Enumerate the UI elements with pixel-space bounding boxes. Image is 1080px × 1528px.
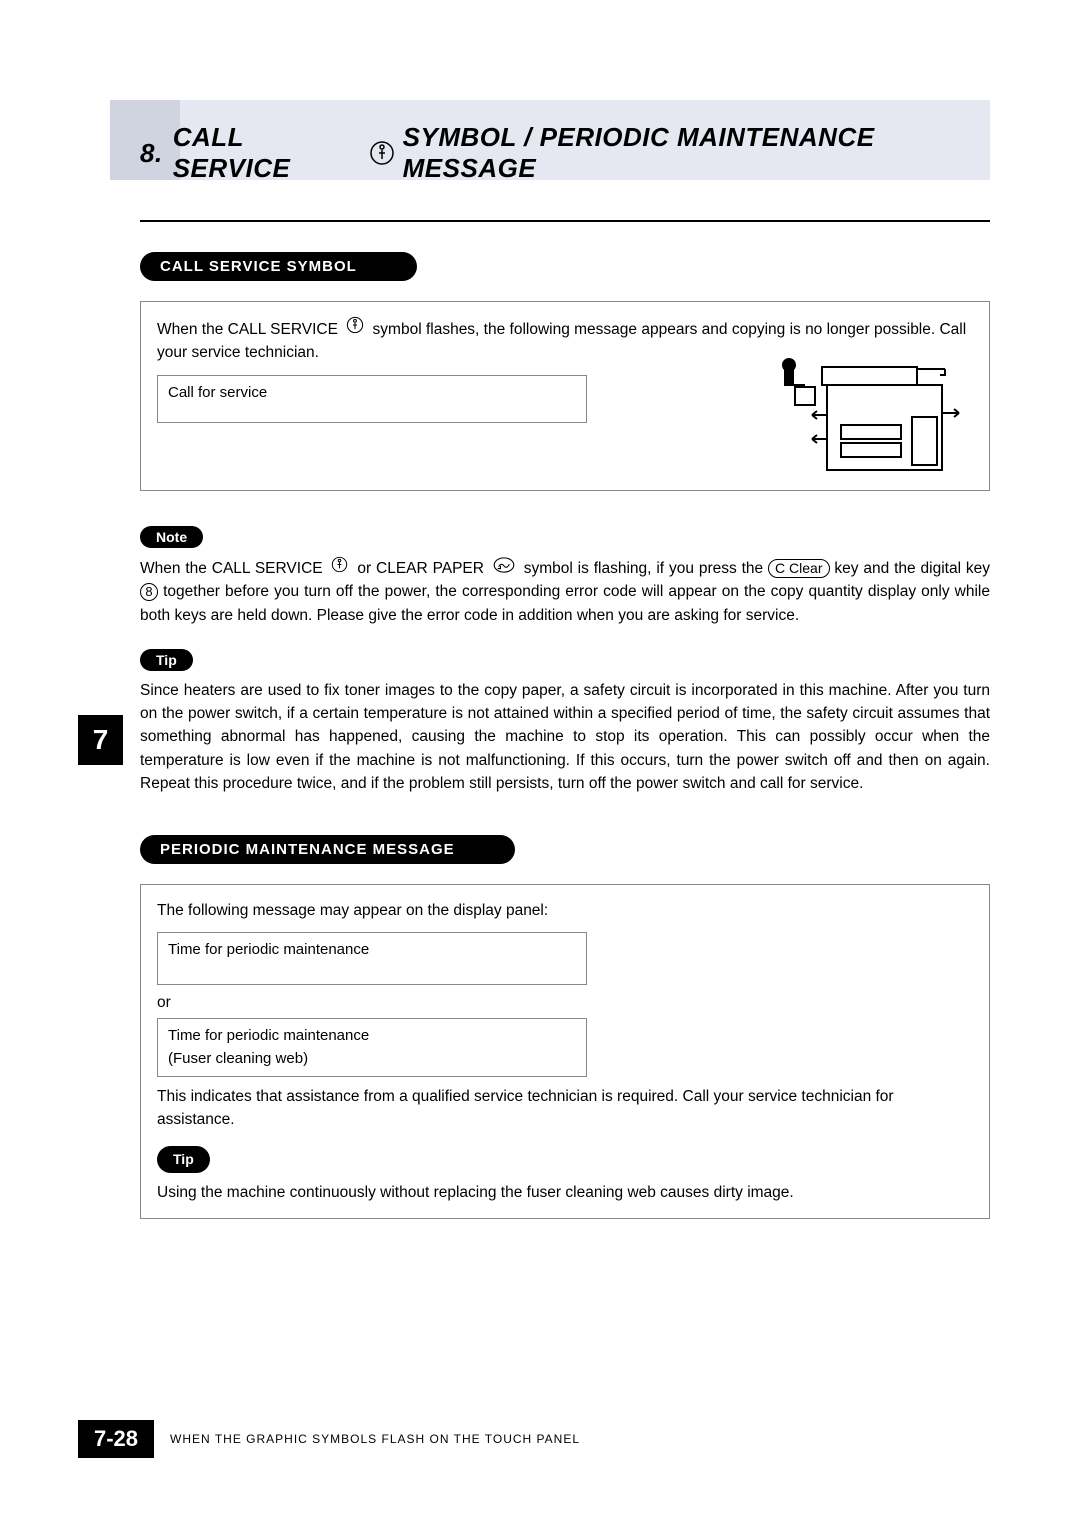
note-paragraph: When the CALL SERVICE or CLEAR PAPER sym… [140, 556, 990, 627]
chapter-tab: 7 [78, 715, 123, 765]
note-t3: symbol is flashing, if you press the [524, 560, 763, 577]
key-8: 8 [140, 583, 158, 601]
message-box-callservice: Call for service [157, 375, 587, 424]
section-heading-callservice: CALL SERVICE SYMBOL [140, 252, 417, 281]
page-number: 7-28 [78, 1420, 154, 1458]
page-footer: 7-28 WHEN THE GRAPHIC SYMBOLS FLASH ON T… [78, 1420, 580, 1458]
message-box-periodic1: Time for periodic maintenance [157, 932, 587, 985]
service-icon [369, 140, 395, 166]
note-t1: When the CALL SERVICE [140, 560, 323, 577]
periodic-intro: The following message may appear on the … [157, 899, 973, 922]
cs-text-before: When the CALL SERVICE [157, 321, 338, 338]
section-heading-periodic: PERIODIC MAINTENANCE MESSAGE [140, 835, 515, 864]
footer-caption: WHEN THE GRAPHIC SYMBOLS FLASH ON THE TO… [170, 1432, 580, 1446]
message-box-periodic2: Time for periodic maintenance (Fuser cle… [157, 1018, 587, 1077]
copier-diagram [767, 357, 977, 477]
clear-paper-icon [493, 557, 515, 573]
service-icon [346, 316, 364, 334]
page-title: 8. CALL SERVICE SYMBOL / PERIODIC MAINTE… [140, 122, 990, 184]
note-t4: key and the digital key [834, 560, 990, 577]
or-text: or [157, 991, 973, 1014]
page-header: 8. CALL SERVICE SYMBOL / PERIODIC MAINTE… [110, 100, 990, 180]
msg2-line2: (Fuser cleaning web) [168, 1048, 576, 1071]
clear-key: C Clear [768, 559, 829, 578]
note-t2: or CLEAR PAPER [357, 560, 484, 577]
periodic-block: The following message may appear on the … [140, 884, 990, 1219]
tip-badge: Tip [140, 649, 193, 671]
service-icon [331, 556, 348, 573]
callservice-block: When the CALL SERVICE symbol flashes, th… [140, 301, 990, 491]
note-badge: Note [140, 526, 203, 548]
msg2-line1: Time for periodic maintenance [168, 1025, 576, 1048]
title-before: CALL SERVICE [173, 122, 361, 184]
tip-badge-2: Tip [157, 1146, 210, 1173]
horizontal-rule [140, 220, 990, 222]
note-t5: together before you turn off the power, … [140, 583, 990, 623]
title-after: SYMBOL / PERIODIC MAINTENANCE MESSAGE [403, 122, 990, 184]
title-number: 8. [140, 138, 163, 169]
tip-paragraph-1: Since heaters are used to fix toner imag… [140, 679, 990, 795]
periodic-desc: This indicates that assistance from a qu… [157, 1085, 973, 1132]
tip-paragraph-2: Using the machine continuously without r… [157, 1181, 973, 1204]
